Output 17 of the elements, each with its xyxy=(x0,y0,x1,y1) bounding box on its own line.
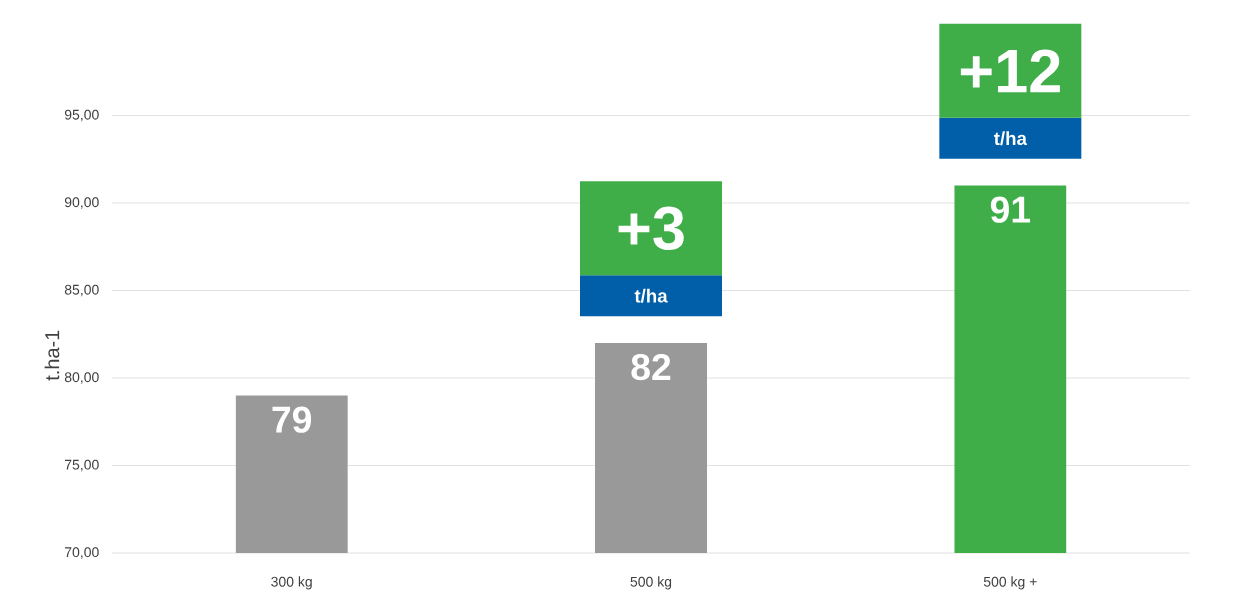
y-tick-label: 85,00 xyxy=(64,284,99,297)
x-tick-label: 300 kg xyxy=(271,576,312,590)
data-label: 91 xyxy=(990,196,1031,223)
y-tick-label: 70,00 xyxy=(64,547,99,559)
data-label: 82 xyxy=(631,353,671,381)
annotation: t/ha xyxy=(634,288,668,303)
y-tick-label: 75,00 xyxy=(64,459,99,472)
text: +12 xyxy=(960,49,1060,93)
y-tick-label: 80,00 xyxy=(64,372,99,384)
y-axis-title: t.ha-1 xyxy=(44,330,60,381)
data-label: 79 xyxy=(272,406,312,433)
x-tick-label: 500 kg xyxy=(630,576,672,590)
annotation: +3 xyxy=(618,206,684,251)
y-tick-label: 90,00 xyxy=(64,197,99,209)
annotation: t/ha xyxy=(993,131,1028,146)
x-tick-label: 500 kg + xyxy=(983,576,1037,590)
y-tick-label: 95,00 xyxy=(64,109,99,122)
